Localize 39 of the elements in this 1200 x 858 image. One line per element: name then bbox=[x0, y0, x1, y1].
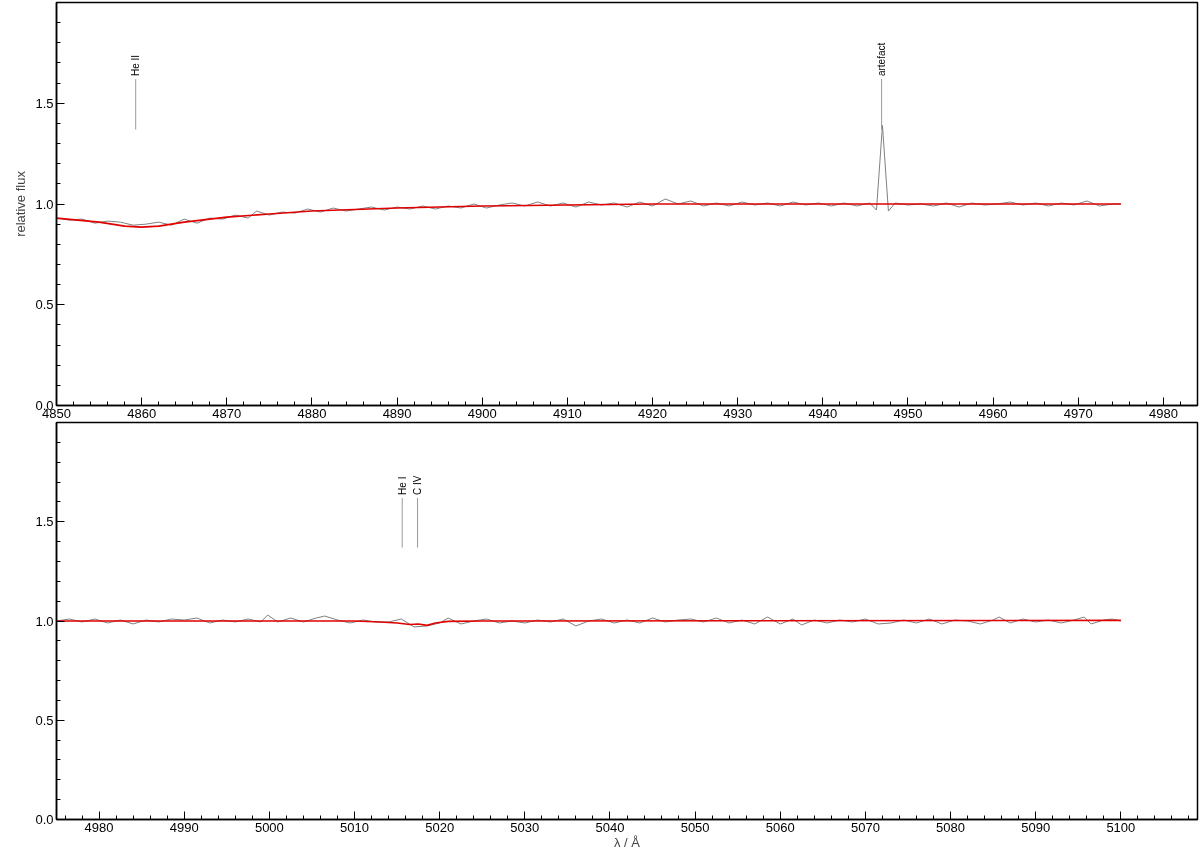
x-tick-label: 5030 bbox=[510, 819, 540, 835]
x-tick-label: 5000 bbox=[254, 819, 284, 835]
x-tick-label: 4940 bbox=[808, 405, 838, 421]
y-axis-title: relative flux bbox=[13, 170, 29, 237]
x-tick-label: 5010 bbox=[340, 819, 369, 835]
y-tick-label: 1.0 bbox=[35, 196, 54, 212]
x-tick-label: 4910 bbox=[552, 405, 582, 421]
x-tick-label: 5050 bbox=[680, 819, 710, 835]
x-tick-label: 4960 bbox=[978, 405, 1008, 421]
x-tick-label: 4990 bbox=[169, 819, 199, 835]
x-tick-label: 4970 bbox=[1063, 405, 1093, 421]
x-tick-label: 5080 bbox=[936, 819, 966, 835]
x-tick-label: 4880 bbox=[297, 405, 327, 421]
x-tick-label: 4930 bbox=[723, 405, 753, 421]
x-tick-label: 5090 bbox=[1021, 819, 1051, 835]
ref-line-label: He I bbox=[396, 476, 408, 495]
x-tick-label: 4920 bbox=[638, 405, 668, 421]
x-tick-label: 5070 bbox=[850, 819, 880, 835]
y-tick-label: 1.5 bbox=[35, 514, 54, 530]
y-tick-label: 0.5 bbox=[35, 712, 54, 728]
ref-line-label: He II bbox=[130, 54, 142, 77]
y-tick-label: 1.0 bbox=[35, 613, 54, 629]
x-tick-label: 4870 bbox=[212, 405, 242, 421]
y-tick-label: 0.0 bbox=[35, 812, 54, 827]
x-axis-title: λ / Å bbox=[614, 834, 641, 850]
x-tick-label: 4890 bbox=[382, 405, 412, 421]
x-tick-label: 4980 bbox=[84, 819, 114, 835]
ref-line-label: C IV bbox=[412, 475, 424, 495]
y-tick-label: 0.5 bbox=[35, 297, 54, 313]
x-tick-label: 4860 bbox=[127, 405, 157, 421]
x-tick-label: 5060 bbox=[765, 819, 795, 835]
x-tick-label: 4900 bbox=[467, 405, 497, 421]
x-tick-label: 5020 bbox=[425, 819, 455, 835]
x-tick-label: 4950 bbox=[893, 405, 923, 421]
ref-line-label: artefact bbox=[876, 42, 888, 77]
x-tick-label: 5100 bbox=[1106, 819, 1136, 835]
x-tick-label: 4980 bbox=[1148, 405, 1178, 421]
y-tick-label: 1.5 bbox=[35, 95, 54, 111]
x-tick-label: 5040 bbox=[595, 819, 625, 835]
